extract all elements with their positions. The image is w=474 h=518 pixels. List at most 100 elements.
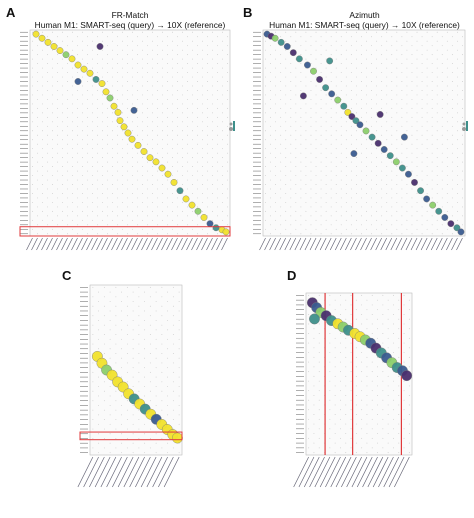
panel-b-grid-dot xyxy=(355,112,357,114)
panel-c-grid-dot xyxy=(126,353,128,354)
panel-b-grid-dot xyxy=(446,49,448,51)
panel-d-grid-dot xyxy=(403,399,405,401)
panel-b-grid-dot xyxy=(436,148,438,150)
panel-a-grid-dot xyxy=(97,224,98,226)
panel-a-data-point xyxy=(152,158,160,166)
panel-b-grid-dot xyxy=(315,76,317,78)
panel-b-x-tick-label xyxy=(355,237,362,251)
panel-a-grid-dot xyxy=(187,45,188,47)
panel-a-grid-dot xyxy=(142,40,143,42)
panel-b-grid-dot xyxy=(300,72,302,73)
panel-c-grid-dot xyxy=(155,433,157,435)
panel-b-grid-dot xyxy=(396,85,398,87)
panel-a-grid-dot xyxy=(187,143,188,145)
panel-a-grid-dot xyxy=(202,139,203,141)
panel-b-grid-dot xyxy=(335,193,337,194)
panel-b-grid-dot xyxy=(265,58,266,60)
panel-b-grid-dot xyxy=(366,193,367,194)
panel-b-data-point xyxy=(386,152,394,160)
panel-b-grid-dot xyxy=(421,152,423,154)
panel-b-grid-dot xyxy=(451,81,453,82)
panel-b-grid-dot xyxy=(285,130,287,132)
panel-d-grid-dot xyxy=(398,442,400,444)
panel-a-grid-dot xyxy=(222,148,223,150)
panel-a-grid-dot xyxy=(62,58,63,60)
panel-c-grid-dot xyxy=(172,315,174,317)
panel-a-grid-dot xyxy=(112,193,113,194)
panel-a-grid-dot xyxy=(187,233,188,235)
panel-b-grid-dot xyxy=(446,175,448,176)
panel-a-grid-dot xyxy=(37,63,38,65)
panel-b-grid-dot xyxy=(396,201,398,203)
panel-b-grid-dot xyxy=(366,76,367,78)
panel-b-grid-dot xyxy=(406,76,408,78)
panel-a-grid-dot xyxy=(122,49,123,51)
panel-b-grid-dot xyxy=(366,139,367,141)
panel-d-grid-dot xyxy=(408,442,410,444)
panel-b-data-point xyxy=(299,92,307,100)
panel-d-grid-dot xyxy=(308,323,310,325)
panel-c-grid-dot xyxy=(161,286,163,288)
panel-a-grid-dot xyxy=(182,31,183,33)
panel-b-grid-dot xyxy=(350,54,352,56)
panel-b-grid-dot xyxy=(330,215,332,217)
panel-a-grid-dot xyxy=(222,193,223,194)
panel-b-grid-dot xyxy=(265,85,266,87)
panel-b-grid-dot xyxy=(371,45,373,47)
panel-b-grid-dot xyxy=(446,157,448,159)
panel-b-grid-dot xyxy=(310,134,312,136)
panel-b-grid-dot xyxy=(305,219,307,221)
panel-c-grid-dot xyxy=(132,291,134,293)
panel-a-grid-dot xyxy=(172,58,173,60)
panel-c-grid-dot xyxy=(167,442,169,444)
panel-c-grid-dot xyxy=(155,452,157,454)
panel-a-grid-dot xyxy=(87,233,88,235)
panel-a-grid-dot xyxy=(77,215,78,217)
panel-d-grid-dot xyxy=(340,418,341,420)
panel-b-grid-dot xyxy=(381,36,383,38)
panel-a-grid-dot xyxy=(227,215,228,217)
panel-d-x-tick-label xyxy=(335,456,352,488)
panel-c-grid-dot xyxy=(109,301,111,302)
panel-a-grid-dot xyxy=(137,206,138,208)
panel-b-grid-dot xyxy=(361,116,362,118)
panel-a-grid-dot xyxy=(227,116,228,118)
panel-a-grid-dot xyxy=(82,121,83,123)
panel-c-grid-dot xyxy=(138,305,140,307)
panel-d-grid-dot xyxy=(350,437,352,439)
panel-b-grid-dot xyxy=(416,85,418,87)
panel-b-grid-dot xyxy=(386,175,388,176)
panel-a-grid-dot xyxy=(57,161,58,163)
panel-d-grid-dot xyxy=(398,318,400,320)
panel-a-x-tick-label xyxy=(131,237,138,251)
panel-b-grid-dot xyxy=(305,121,307,123)
panel-a-grid-dot xyxy=(187,215,188,217)
panel-a-grid-dot xyxy=(117,161,118,163)
panel-a-grid-dot xyxy=(62,184,63,185)
panel-d-grid-dot xyxy=(329,437,331,439)
panel-b-grid-dot xyxy=(275,58,277,60)
panel-b-grid-dot xyxy=(300,107,302,109)
panel-a-grid-dot xyxy=(102,184,103,185)
panel-a-grid-dot xyxy=(107,36,108,38)
panel-a-grid-dot xyxy=(57,36,58,38)
panel-a-grid-dot xyxy=(217,143,218,145)
panel-a-grid-dot xyxy=(197,224,198,226)
panel-b-grid-dot xyxy=(462,107,463,109)
panel-a-grid-dot xyxy=(107,143,108,145)
panel-b-grid-dot xyxy=(396,139,398,141)
panel-d-grid-dot xyxy=(340,294,341,296)
panel-b-grid-dot xyxy=(285,94,287,96)
panel-b-data-point xyxy=(304,61,311,69)
panel-b-grid-dot xyxy=(462,36,463,38)
panel-b-grid-dot xyxy=(456,112,458,114)
panel-b-grid-dot xyxy=(295,67,297,69)
panel-b-grid-dot xyxy=(315,157,317,159)
panel-a-grid-dot xyxy=(137,170,138,172)
panel-c-grid-dot xyxy=(115,362,117,364)
panel-b-grid-dot xyxy=(280,188,282,190)
panel-b-grid-dot xyxy=(355,175,357,176)
panel-a-grid-dot xyxy=(152,139,153,141)
panel-b-grid-dot xyxy=(300,215,302,217)
panel-a-grid-dot xyxy=(107,116,108,118)
